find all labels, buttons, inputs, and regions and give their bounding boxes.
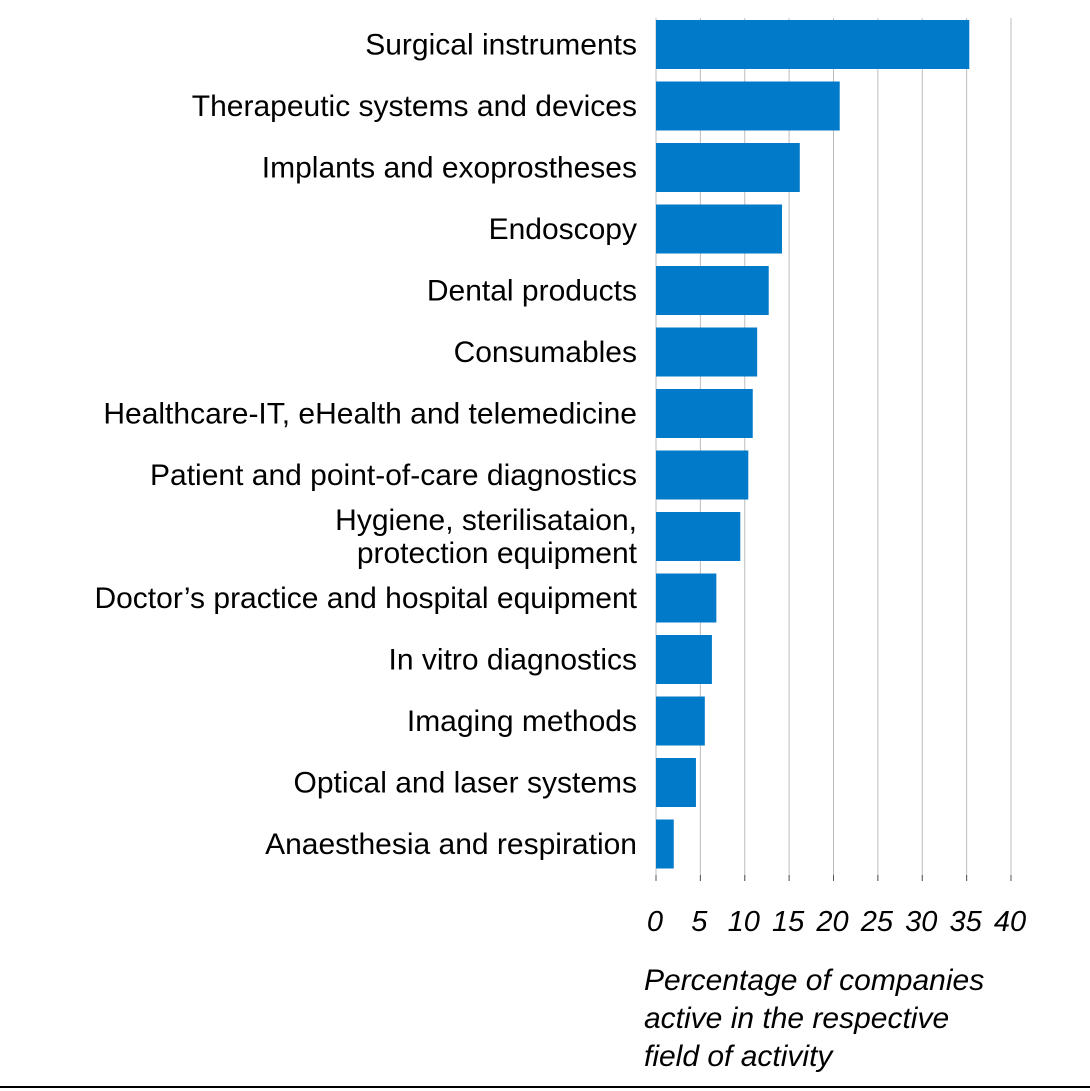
- category-label: Doctor’s practice and hospital equipment: [94, 582, 637, 615]
- bar: [656, 758, 696, 807]
- x-axis-title-line: Percentage of companies: [644, 964, 985, 997]
- x-axis-title-line: field of activity: [644, 1040, 833, 1073]
- category-labels: Surgical instruments Therapeutic systems …: [94, 29, 637, 862]
- bar: [656, 819, 674, 869]
- bar: [656, 450, 749, 500]
- category-label: Therapeutic systems and devices: [192, 90, 637, 123]
- bar: [656, 573, 717, 623]
- category-label: Optical and laser systems: [294, 767, 637, 800]
- bar-chart-svg: Surgical instruments Therapeutic systems …: [94, 18, 1026, 938]
- bar: [656, 81, 840, 131]
- bar: [656, 389, 753, 438]
- x-tick-label: 25: [860, 906, 894, 938]
- bar: [656, 143, 800, 192]
- category-label: Healthcare-IT, eHealth and telemedicine: [103, 398, 637, 431]
- bar: [656, 635, 712, 684]
- category-label: Anaesthesia and respiration: [265, 828, 637, 861]
- category-label: Consumables: [454, 336, 637, 369]
- x-tick-label: 20: [815, 906, 848, 938]
- x-tick-label: 10: [728, 906, 760, 938]
- bottom-rule: [0, 1086, 1090, 1088]
- x-tick-label: 30: [905, 906, 937, 938]
- category-label: Endoscopy: [489, 213, 637, 246]
- category-label: Hygiene, sterilisataion,: [335, 504, 637, 537]
- x-axis-title: Percentage of companies active in the re…: [644, 962, 1084, 1076]
- bar: [656, 20, 970, 69]
- x-tick-label: 35: [949, 906, 982, 938]
- x-tick-label: 5: [691, 906, 708, 938]
- category-label: Imaging methods: [407, 705, 637, 738]
- category-label: Dental products: [427, 275, 637, 308]
- x-tick-label: 0: [647, 906, 663, 938]
- category-label: Implants and exoprostheses: [262, 152, 637, 185]
- x-tick-label: 15: [772, 906, 805, 938]
- bar: [656, 266, 769, 315]
- category-label: In vitro diagnostics: [389, 644, 637, 677]
- category-label: Surgical instruments: [365, 29, 637, 62]
- category-label: protection equipment: [357, 537, 638, 570]
- x-axis-title-line: active in the respective: [644, 1002, 950, 1035]
- bar: [656, 327, 758, 377]
- x-tick-label: 40: [994, 906, 1026, 938]
- bar: [656, 204, 783, 254]
- bar: [656, 512, 741, 561]
- bar: [656, 696, 705, 746]
- x-tick-labels: 0 5 10 15 20 25 30 35 40: [647, 906, 1026, 938]
- bars: [656, 20, 970, 869]
- category-label: Patient and point-of-care diagnostics: [150, 459, 637, 492]
